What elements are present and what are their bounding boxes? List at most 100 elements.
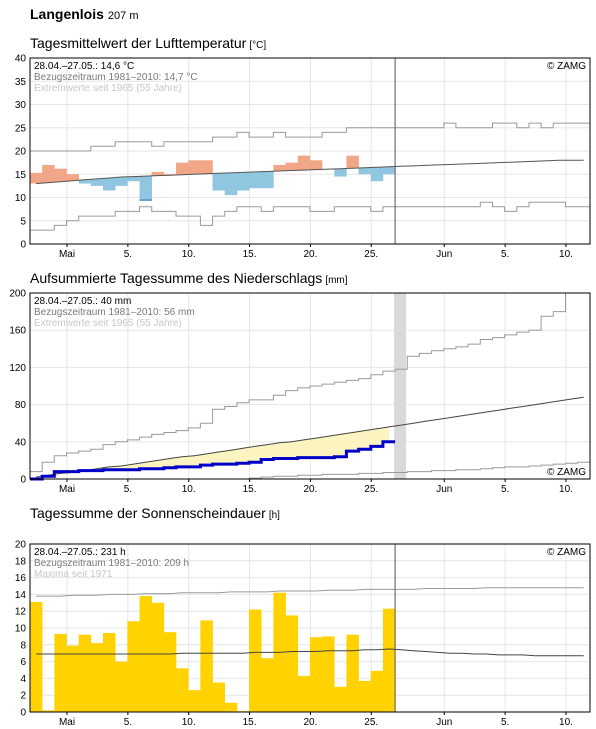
temperature-warm-bar xyxy=(285,162,299,171)
temperature-warm-bar xyxy=(42,164,55,183)
sunshine-bar xyxy=(30,601,43,712)
temperature-cool-bar xyxy=(127,176,140,182)
record-min-line xyxy=(30,201,590,231)
sunshine-bar xyxy=(297,675,311,712)
info-line-1: Bezugszeitraum 1981–2010: 209 h xyxy=(34,558,189,569)
x-tick-label: Jun xyxy=(436,717,452,728)
temperature-cool-bar xyxy=(358,167,372,175)
temperature-warm-bar xyxy=(188,160,201,175)
temperature-cool-bar xyxy=(115,177,128,186)
x-tick-label: 5. xyxy=(124,484,132,495)
y-tick-label: 12 xyxy=(15,607,27,618)
station-name: Langenlois xyxy=(30,6,104,22)
record-max-line xyxy=(30,292,590,473)
y-tick-label: 2 xyxy=(20,691,26,702)
temperature-cool-bar xyxy=(103,177,116,191)
chart-panel-1: 0 40 80 120 160 200 Mai 5. 10. 15. 20. 25. Jun 5. 10. 2… xyxy=(9,289,591,495)
sunshine-bar xyxy=(66,645,79,712)
sunshine-chart-title: Tagessumme der Sonnenscheindauer [h] xyxy=(30,505,280,521)
x-tick-label: 10. xyxy=(182,249,196,260)
sunshine-bar xyxy=(309,637,323,712)
temperature-cool-bar xyxy=(212,173,226,191)
x-tick-label: 15. xyxy=(243,249,257,260)
y-tick-label: 10 xyxy=(15,193,27,204)
y-tick-label: 4 xyxy=(20,674,26,685)
y-tick-label: 8 xyxy=(20,640,26,651)
x-tick-label: 20. xyxy=(303,717,317,728)
y-tick-label: 200 xyxy=(9,289,26,300)
x-tick-label: 5. xyxy=(124,717,132,728)
temperature-warm-bar xyxy=(297,155,311,171)
y-tick-label: 6 xyxy=(20,657,26,668)
temperature-warm-bar xyxy=(200,160,213,174)
temperature-cool-bar xyxy=(90,178,104,186)
temperature-cool-bar xyxy=(334,168,347,177)
temperature-warm-bar xyxy=(66,174,79,181)
info-line-0: 28.04.–27.05.: 14,6 °C xyxy=(34,61,134,72)
sunshine-bar xyxy=(261,658,274,712)
record-max-line xyxy=(30,122,590,152)
temperature-cool-bar xyxy=(382,166,396,175)
sunshine-bar xyxy=(103,633,116,712)
normal-line xyxy=(36,396,584,478)
y-tick-label: 120 xyxy=(9,363,26,374)
chart-panel-2: 0 2 4 6 8 10 12 14 16 18 20 Mai 5. 10. 15. 20. 25. Jun 5. 1… xyxy=(15,540,591,728)
x-tick-label: 10. xyxy=(182,717,196,728)
sunshine-bar xyxy=(285,615,299,712)
temperature-warm-bar xyxy=(273,164,286,171)
temperature-cool-bar xyxy=(139,176,152,200)
temperature-cool-bar xyxy=(236,172,250,191)
y-tick-label: 0 xyxy=(20,475,26,486)
sunshine-bar xyxy=(346,634,359,712)
y-tick-label: 15 xyxy=(15,170,27,181)
y-tick-label: 10 xyxy=(15,624,27,635)
info-line-2: Extremwerte seit 1965 (55 Jahre) xyxy=(34,318,182,329)
sunshine-bar xyxy=(200,620,213,712)
x-tick-label: 5. xyxy=(501,249,509,260)
info-line-0: 28.04.–27.05.: 40 mm xyxy=(34,296,131,307)
temperature-warm-bar xyxy=(176,162,189,175)
y-tick-label: 0 xyxy=(20,240,26,251)
x-tick-label: Mai xyxy=(59,717,75,728)
x-tick-label: 15. xyxy=(243,484,257,495)
x-tick-label: 5. xyxy=(501,717,509,728)
chart-panel-0: 0 5 10 15 20 25 30 35 40 Mai 5. 10. 15. 20. 25. Jun 5. 10… xyxy=(15,54,591,260)
y-tick-label: 35 xyxy=(15,77,27,88)
info-line-1: Bezugszeitraum 1981–2010: 56 mm xyxy=(34,307,195,318)
sunshine-bar xyxy=(127,621,140,712)
normal-line xyxy=(36,159,584,185)
sunshine-bar xyxy=(382,608,396,712)
temperature-warm-bar xyxy=(346,155,359,169)
info-line-2: Maxima seit 1971 xyxy=(34,569,113,580)
x-tick-label: 5. xyxy=(124,249,132,260)
temperature-cool-bar xyxy=(78,179,92,184)
station-heading: Langenlois 207 m xyxy=(30,6,138,22)
y-tick-label: 160 xyxy=(9,326,26,337)
y-tick-label: 80 xyxy=(15,400,27,411)
station-altitude: 207 m xyxy=(107,10,139,22)
sunshine-bar xyxy=(212,682,226,712)
y-tick-label: 18 xyxy=(15,556,27,567)
sunshine-bar xyxy=(176,668,189,712)
sunshine-bar xyxy=(115,661,128,712)
x-tick-label: 10. xyxy=(559,249,573,260)
sunshine-bar xyxy=(358,680,372,712)
sunshine-bar xyxy=(54,633,67,712)
temperature-warm-bar xyxy=(54,168,67,182)
x-tick-label: 25. xyxy=(364,717,378,728)
temperature-cool-bar xyxy=(249,171,262,189)
y-tick-label: 14 xyxy=(15,590,27,601)
y-tick-label: 16 xyxy=(15,573,27,584)
x-tick-label: 15. xyxy=(243,717,257,728)
sunshine-bar xyxy=(322,636,335,712)
x-tick-label: Mai xyxy=(59,249,75,260)
x-tick-label: 25. xyxy=(364,484,378,495)
sunshine-bar xyxy=(224,702,238,712)
x-tick-label: 20. xyxy=(303,249,317,260)
zamg-brand: © ZAMG xyxy=(547,61,586,72)
today-band xyxy=(394,293,407,479)
info-line-1: Bezugszeitraum 1981–2010: 14,7 °C xyxy=(34,72,198,83)
y-tick-label: 20 xyxy=(15,147,27,158)
x-tick-label: 25. xyxy=(364,249,378,260)
